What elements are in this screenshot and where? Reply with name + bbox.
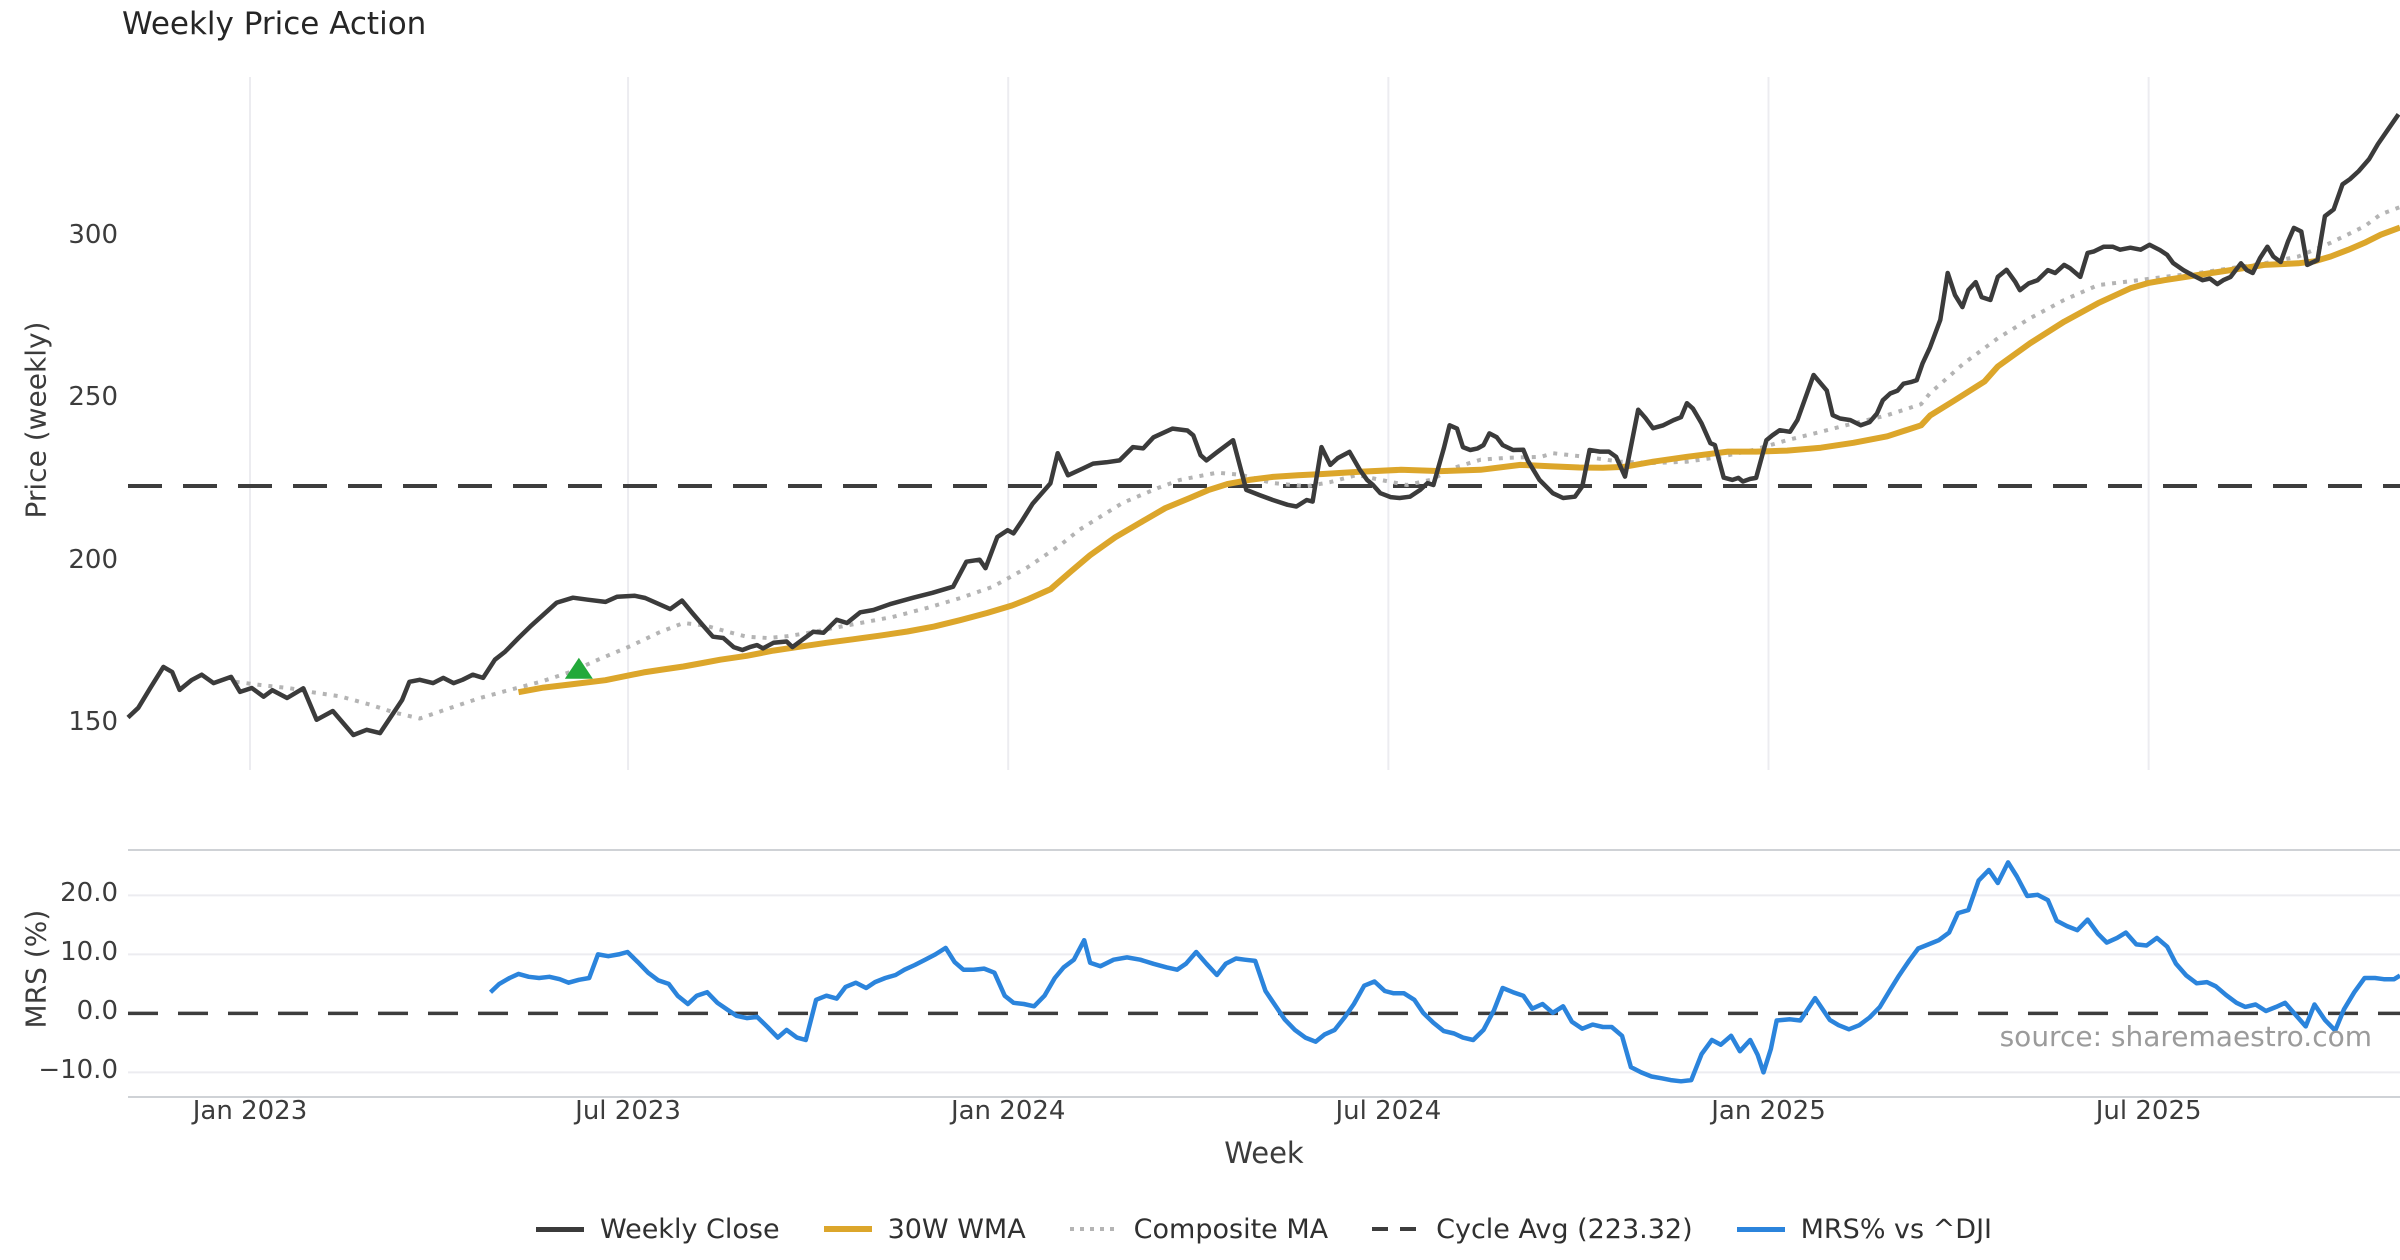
legend-label: Cycle Avg (223.32) — [1436, 1213, 1693, 1245]
price-y-tick-label: 200 — [68, 544, 118, 575]
price-y-tick-label: 150 — [68, 707, 118, 737]
x-tick-label: Jul 2024 — [1335, 1096, 1442, 1126]
legend-item-composite-ma: Composite MA — [1069, 1213, 1329, 1245]
mrs-y-tick-label: 10.0 — [60, 937, 118, 968]
legend-label: 30W WMA — [887, 1213, 1026, 1245]
legend: Weekly Close 30W WMA Composite MA Cycle … — [128, 1206, 2400, 1252]
mrs-y-tick-label: −10.0 — [38, 1055, 118, 1086]
weekly-close-line-swatch-icon — [535, 1226, 584, 1232]
cycle-avg-dashed-swatch-icon — [1372, 1227, 1421, 1231]
price-y-tick-label: 250 — [68, 382, 118, 413]
price-axis-label: Price (weekly) — [19, 321, 53, 519]
x-tick-label: Jul 2025 — [2095, 1096, 2202, 1126]
x-tick-label: Jan 2025 — [1711, 1096, 1826, 1126]
buy-signal-triangle-icon — [564, 657, 593, 679]
weekly-close-line — [126, 113, 2400, 738]
wma-line — [517, 224, 2400, 696]
legend-label: MRS% vs ^DJI — [1800, 1213, 1993, 1245]
chart-title: Weekly Price Action — [122, 6, 427, 42]
legend-item-30w-wma: 30W WMA — [823, 1213, 1026, 1245]
source-note: source: sharemaestro.com — [1999, 1020, 2372, 1053]
x-tick-label: Jan 2023 — [192, 1096, 308, 1126]
legend-item-weekly-close: Weekly Close — [535, 1213, 780, 1245]
composite-ma-dotted-swatch-icon — [1069, 1227, 1118, 1231]
mrs-y-tick-label: 0.0 — [76, 996, 118, 1027]
legend-item-cycle-avg: Cycle Avg (223.32) — [1372, 1214, 1693, 1245]
mrs-line-swatch-icon — [1736, 1226, 1785, 1232]
legend-item-mrs: MRS% vs ^DJI — [1736, 1213, 1993, 1245]
legend-label: Weekly Close — [599, 1213, 780, 1245]
x-axis-label: Week — [1224, 1136, 1304, 1170]
x-tick-label: Jan 2024 — [950, 1096, 1066, 1126]
mrs-y-tick-label: 20.0 — [60, 878, 118, 909]
x-tick-label: Jul 2023 — [575, 1096, 681, 1126]
wma-line-swatch-icon — [823, 1226, 872, 1232]
legend-label: Composite MA — [1133, 1213, 1329, 1245]
composite-ma-line — [235, 205, 2400, 721]
mrs-line — [488, 860, 2400, 1084]
price-y-tick-label: 300 — [68, 219, 118, 250]
